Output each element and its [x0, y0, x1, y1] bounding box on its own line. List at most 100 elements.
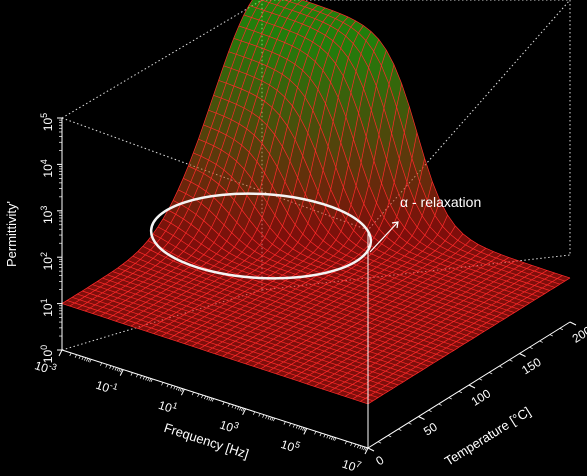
- surface-patch: [244, 92, 257, 113]
- surface-patch: [363, 67, 377, 111]
- surface-patch: [282, 18, 295, 31]
- mesh-line-temperature: [193, 152, 500, 323]
- x-minor-tick: [89, 359, 92, 363]
- surface-patch: [198, 124, 211, 143]
- mesh-line-temperature: [283, 0, 566, 282]
- surface-patch: [249, 31, 262, 47]
- surface-patch: [289, 64, 303, 88]
- surface-patch: [251, 96, 265, 118]
- surface-patch: [228, 38, 242, 55]
- surface-patch: [373, 134, 387, 184]
- x-minor-tick: [328, 435, 331, 440]
- mesh-line-temperature: [301, 0, 571, 279]
- surface-patch: [274, 15, 288, 28]
- mesh-line-temperature: [218, 80, 525, 307]
- surface-patch: [292, 4, 305, 13]
- mesh-line-temperature: [188, 165, 495, 326]
- surface-patch: [198, 173, 212, 192]
- surface-patch: [394, 158, 407, 202]
- x-minor-tick: [314, 431, 317, 435]
- x-minor-tick: [332, 437, 335, 441]
- x-minor-tick: [356, 444, 360, 449]
- surface-patch: [389, 64, 402, 107]
- x-minor-tick: [364, 447, 367, 451]
- x-minor-tick: [222, 401, 225, 406]
- mesh-line-temperature: [183, 177, 490, 329]
- x-minor-tick: [242, 408, 245, 412]
- surface-patch: [259, 101, 273, 126]
- surface-patch: [310, 150, 324, 192]
- y-minor-tick: [499, 365, 503, 368]
- surface-patch: [241, 128, 255, 153]
- surface-patch: [297, 24, 311, 38]
- surface-patch: [361, 136, 374, 185]
- surface-patch: [256, 0, 270, 11]
- mesh-line-temperature: [233, 37, 540, 298]
- surface-patch: [282, 59, 295, 80]
- surface-patch: [264, 36, 277, 53]
- surface-patch: [218, 116, 232, 135]
- surface-patch: [195, 156, 209, 174]
- surface-patch: [211, 164, 224, 185]
- z-tick-label: 103: [39, 206, 55, 224]
- x-minor-tick: [267, 416, 270, 420]
- x-minor-tick: [139, 375, 142, 379]
- mesh-line-temperature: [152, 233, 460, 348]
- surface-patch: [323, 146, 336, 190]
- surface-patch: [340, 116, 354, 165]
- x-minor-tick: [173, 386, 176, 390]
- surface-patch: [399, 132, 412, 182]
- surface-patch: [335, 142, 349, 188]
- surface-patch: [203, 160, 217, 179]
- surface-patch: [178, 178, 191, 194]
- mesh-line-temperature: [243, 14, 550, 291]
- x-minor-tick: [234, 405, 237, 410]
- mesh-line-temperature: [198, 138, 505, 320]
- x-minor-tick: [265, 415, 268, 419]
- surface-patch: [254, 118, 268, 144]
- surface-patch: [231, 104, 245, 124]
- x-tick: [364, 447, 369, 455]
- surface-patch: [236, 89, 250, 108]
- x-minor-tick: [206, 396, 209, 400]
- x-minor-tick: [130, 372, 133, 376]
- x-minor-tick: [239, 407, 242, 411]
- x-minor-tick: [149, 378, 152, 382]
- mesh-line-temperature: [127, 260, 434, 364]
- x-tick-label: 103: [218, 416, 240, 437]
- surface-patch: [302, 15, 316, 28]
- y-minor-tick: [519, 353, 523, 356]
- mesh-line-temperature: [260, 0, 561, 285]
- surface-patch: [269, 0, 282, 6]
- surface-patch: [269, 25, 283, 40]
- surface-patch: [307, 41, 321, 62]
- x-minor-tick: [300, 426, 303, 431]
- surface-patch: [305, 27, 318, 42]
- mesh-line-temperature: [208, 109, 515, 313]
- surface-patch: [188, 152, 201, 170]
- surface-patch: [246, 59, 260, 78]
- surface-patch: [279, 7, 293, 19]
- mesh-line-temperature: [77, 293, 384, 395]
- mesh-line-temperature: [177, 189, 485, 332]
- y-minor-tick: [398, 428, 402, 431]
- z-tick-label: 105: [39, 113, 55, 131]
- x-minor-tick: [288, 423, 292, 427]
- mesh-line-temperature: [82, 290, 389, 392]
- x-minor-tick: [109, 365, 112, 369]
- mesh-line-temperature: [213, 94, 520, 310]
- surface-patch: [216, 149, 229, 170]
- surface-patch: [261, 22, 275, 37]
- surface-patch: [259, 49, 272, 66]
- surface-patch: [254, 62, 267, 81]
- surface-patch: [284, 1, 298, 11]
- annotation-arrow: [369, 221, 399, 253]
- surface-patch: [391, 107, 405, 159]
- surface-patch: [294, 13, 308, 24]
- x-minor-tick: [69, 352, 72, 357]
- surface-patch: [221, 135, 234, 155]
- y-minor-tick: [539, 340, 543, 343]
- x-minor-tick: [236, 406, 240, 410]
- mesh-line-temperature: [147, 240, 455, 351]
